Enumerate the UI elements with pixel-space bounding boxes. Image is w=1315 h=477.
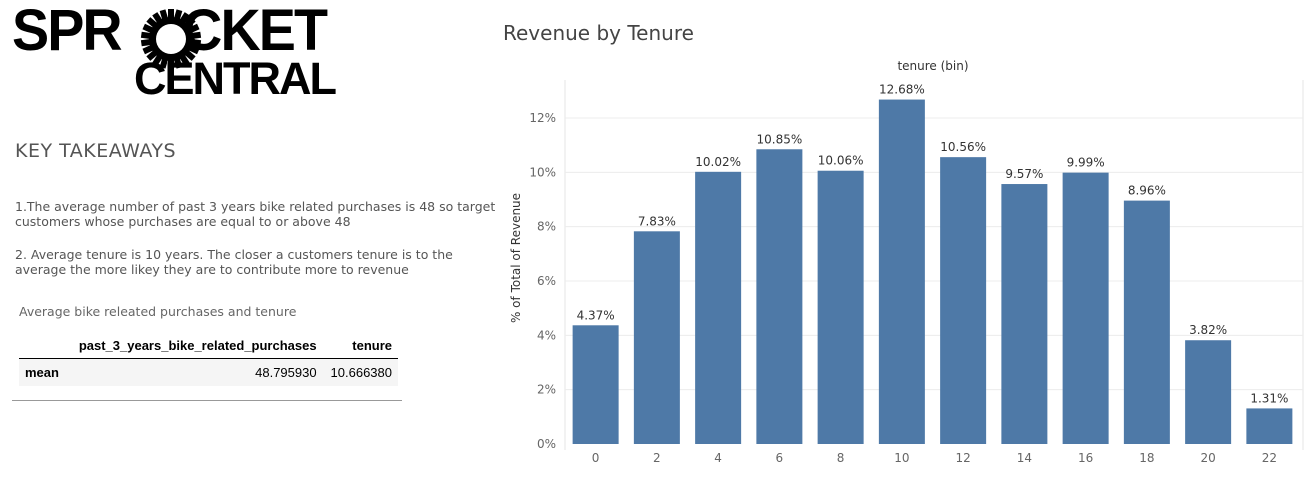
bar-value-label: 10.02% bbox=[695, 155, 741, 169]
bar-value-label: 10.06% bbox=[818, 154, 864, 168]
bar-value-label: 4.37% bbox=[577, 308, 615, 322]
table-cell-tenure: 10.666380 bbox=[322, 358, 398, 386]
x-tick-label: 20 bbox=[1200, 451, 1215, 465]
stats-table: past_3_years_bike_related_purchases tenu… bbox=[19, 334, 398, 386]
y-axis-title: % of Total of Revenue bbox=[509, 193, 523, 323]
bar-value-label: 8.96% bbox=[1128, 184, 1166, 198]
bar-tenure-14[interactable] bbox=[1001, 184, 1048, 444]
bar-value-label: 7.83% bbox=[638, 214, 676, 228]
sprocket-central-logo: SPR CKET CENTRAL bbox=[12, 2, 337, 103]
bar-value-label: 3.82% bbox=[1189, 323, 1227, 337]
bar-tenure-2[interactable] bbox=[633, 231, 680, 444]
table-header-blank bbox=[19, 334, 67, 359]
table-header-tenure: tenure bbox=[322, 334, 398, 359]
sprocket-gear-icon bbox=[140, 9, 202, 69]
table-row-label: mean bbox=[19, 358, 67, 386]
x-tick-label: 0 bbox=[592, 451, 600, 465]
table-header-purchases: past_3_years_bike_related_purchases bbox=[66, 334, 323, 359]
bar-tenure-16[interactable] bbox=[1062, 172, 1109, 444]
bar-value-label: 10.56% bbox=[940, 140, 986, 154]
bar-tenure-18[interactable] bbox=[1123, 200, 1170, 444]
table-cell-purchases: 48.795930 bbox=[66, 358, 323, 386]
x-tick-label: 14 bbox=[1017, 451, 1032, 465]
bar-value-label: 12.68% bbox=[879, 83, 925, 97]
x-tick-label: 6 bbox=[776, 451, 784, 465]
x-tick-label: 2 bbox=[653, 451, 661, 465]
y-tick-label: 10% bbox=[529, 165, 556, 179]
x-tick-label: 22 bbox=[1262, 451, 1277, 465]
y-tick-label: 8% bbox=[537, 220, 556, 234]
bar-tenure-12[interactable] bbox=[940, 157, 987, 444]
y-tick-label: 12% bbox=[529, 111, 556, 125]
bar-value-label: 9.57% bbox=[1005, 167, 1043, 181]
x-tick-label: 8 bbox=[837, 451, 845, 465]
bar-tenure-0[interactable] bbox=[572, 325, 619, 444]
x-tick-label: 10 bbox=[894, 451, 909, 465]
y-tick-label: 0% bbox=[537, 437, 556, 451]
x-tick-label: 4 bbox=[714, 451, 722, 465]
left-panel-divider bbox=[12, 400, 402, 401]
takeaway-point-1: 1.The average number of past 3 years bik… bbox=[15, 199, 496, 229]
bar-value-label: 1.31% bbox=[1250, 391, 1288, 405]
stats-table-caption: Average bike releated purchases and tenu… bbox=[19, 304, 297, 319]
y-tick-label: 2% bbox=[537, 383, 556, 397]
bar-tenure-8[interactable] bbox=[817, 170, 864, 444]
logo-line-2: CENTRAL bbox=[134, 53, 337, 104]
logo-text-spr: SPR bbox=[12, 0, 123, 63]
table-row: mean 48.795930 10.666380 bbox=[19, 358, 398, 386]
bar-tenure-4[interactable] bbox=[695, 171, 742, 444]
chart-title: Revenue by Tenure bbox=[503, 21, 694, 45]
table-header-row: past_3_years_bike_related_purchases tenu… bbox=[19, 334, 398, 359]
bar-value-label: 9.99% bbox=[1067, 156, 1105, 170]
bar-tenure-6[interactable] bbox=[756, 149, 803, 444]
bar-tenure-20[interactable] bbox=[1185, 340, 1232, 444]
bar-tenure-10[interactable] bbox=[878, 99, 925, 444]
bar-value-label: 10.85% bbox=[756, 132, 802, 146]
logo-line-1: SPR CKET bbox=[12, 0, 328, 63]
x-tick-label: 12 bbox=[955, 451, 970, 465]
y-tick-label: 4% bbox=[537, 328, 556, 342]
y-tick-label: 6% bbox=[537, 274, 556, 288]
x-axis-title: tenure (bin) bbox=[897, 59, 968, 73]
x-tick-label: 16 bbox=[1078, 451, 1093, 465]
bar-tenure-22[interactable] bbox=[1246, 408, 1293, 444]
takeaway-point-2: 2. Average tenure is 10 years. The close… bbox=[15, 247, 453, 277]
x-tick-label: 18 bbox=[1139, 451, 1154, 465]
logo-text-cket: CKET bbox=[182, 0, 328, 63]
key-takeaways-heading: KEY TAKEAWAYS bbox=[15, 140, 177, 162]
